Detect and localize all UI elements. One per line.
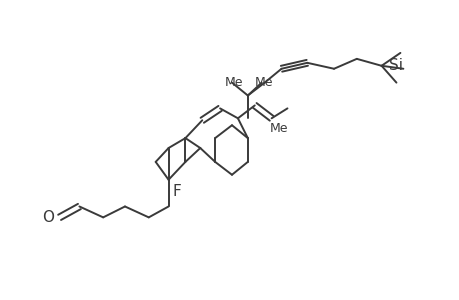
Text: O: O [42, 210, 54, 225]
Text: Me: Me [254, 76, 273, 88]
Text: Si: Si [388, 58, 402, 73]
Text: F: F [172, 184, 181, 199]
Text: Me: Me [269, 122, 287, 135]
Text: Me: Me [224, 76, 242, 88]
